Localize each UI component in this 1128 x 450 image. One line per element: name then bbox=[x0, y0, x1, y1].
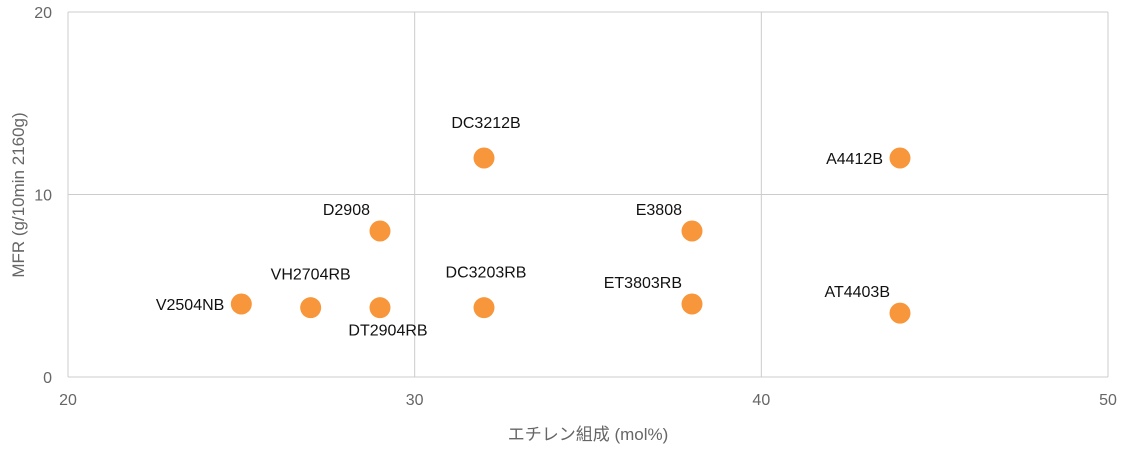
data-point-label: DC3203RB bbox=[446, 265, 527, 282]
data-point bbox=[369, 297, 391, 319]
data-point bbox=[889, 147, 911, 169]
data-point bbox=[889, 302, 911, 324]
y-tick-label: 20 bbox=[34, 5, 52, 22]
data-point-label: ET3803RB bbox=[604, 275, 682, 292]
data-points: V2504NB VH2704RB D2908 DT2904RB DC3212B DC320… bbox=[156, 115, 911, 340]
data-point bbox=[473, 297, 495, 319]
data-point-label: DT2904RB bbox=[348, 323, 427, 340]
data-point-label: AT4403B bbox=[824, 284, 890, 301]
tick-labels: 20 30 40 50 0 10 20 bbox=[34, 5, 1117, 409]
data-point bbox=[300, 297, 322, 319]
y-axis-title: MFR (g/10min 2160g) bbox=[9, 112, 28, 277]
data-point bbox=[230, 293, 252, 315]
data-point-label: A4412B bbox=[826, 151, 883, 168]
data-point-label: D2908 bbox=[323, 202, 370, 219]
data-point bbox=[681, 293, 703, 315]
x-axis-title: エチレン組成 (mol%) bbox=[508, 425, 669, 444]
data-point-label: V2504NB bbox=[156, 297, 225, 314]
data-point-label: E3808 bbox=[636, 202, 682, 219]
data-point bbox=[473, 147, 495, 169]
x-tick-label: 50 bbox=[1099, 392, 1117, 409]
y-tick-label: 10 bbox=[34, 188, 52, 205]
data-point-label: VH2704RB bbox=[271, 267, 351, 284]
grid bbox=[67, 11, 1109, 378]
data-point bbox=[681, 220, 703, 242]
x-tick-label: 30 bbox=[406, 392, 424, 409]
y-tick-label: 0 bbox=[43, 370, 52, 387]
data-point bbox=[369, 220, 391, 242]
x-tick-label: 20 bbox=[59, 392, 77, 409]
data-point-label: DC3212B bbox=[451, 115, 520, 132]
x-tick-label: 40 bbox=[752, 392, 770, 409]
